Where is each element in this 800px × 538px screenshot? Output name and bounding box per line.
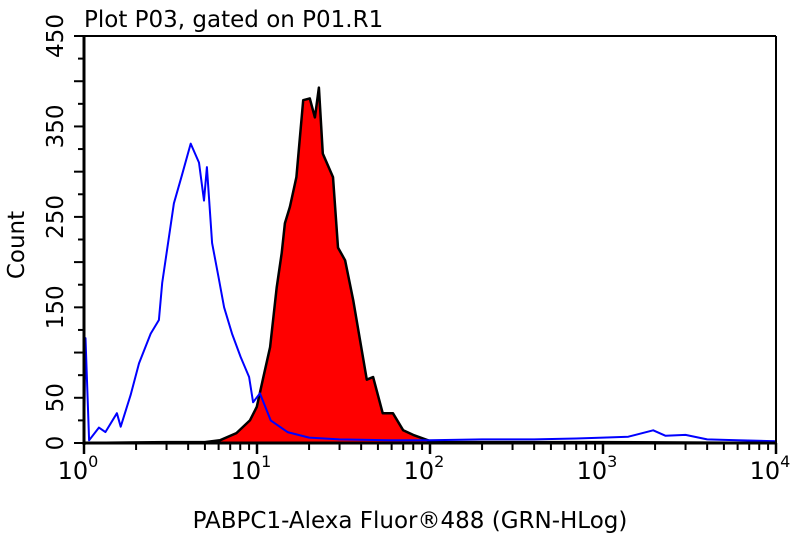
control-histogram-line	[83, 142, 777, 444]
y-axis-label: Count	[4, 211, 30, 279]
sample-histogram-outline	[83, 86, 777, 445]
x-tick-label: 101	[231, 452, 272, 485]
y-tick-label: 450	[43, 14, 69, 58]
x-tick-label: 102	[404, 452, 445, 485]
x-tick-label: 103	[577, 452, 618, 485]
chart-title: Plot P03, gated on P01.R1	[84, 7, 383, 33]
x-axis-label: PABPC1-Alexa Fluor®488 (GRN-HLog)	[193, 508, 628, 534]
x-tick-label: 104	[750, 452, 791, 485]
y-tick-label: 0	[43, 436, 69, 451]
x-tick-label: 100	[58, 452, 99, 485]
y-tick-label: 250	[43, 195, 69, 239]
y-tick-label: 350	[43, 104, 69, 148]
y-tick-label: 150	[43, 285, 69, 329]
sample-histogram-fill	[84, 87, 776, 443]
y-tick-label: 50	[43, 383, 69, 412]
